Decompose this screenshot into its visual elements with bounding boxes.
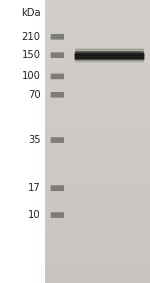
Bar: [75, 61, 144, 62]
Bar: [75, 54, 144, 55]
Bar: [75, 60, 144, 61]
FancyBboxPatch shape: [51, 137, 64, 143]
Bar: [75, 57, 144, 58]
Text: 35: 35: [28, 135, 40, 145]
Bar: [75, 52, 144, 53]
Bar: [75, 53, 144, 54]
Bar: [75, 56, 144, 57]
Text: 210: 210: [21, 32, 40, 42]
Bar: [75, 55, 144, 56]
Text: 100: 100: [22, 71, 40, 82]
Bar: [75, 48, 144, 49]
FancyBboxPatch shape: [76, 51, 141, 54]
Bar: [75, 52, 144, 53]
Bar: [75, 50, 144, 51]
Text: kDa: kDa: [21, 8, 40, 18]
FancyBboxPatch shape: [75, 53, 144, 60]
Bar: [75, 59, 144, 60]
Text: 17: 17: [28, 183, 40, 193]
FancyBboxPatch shape: [51, 34, 64, 40]
Bar: [75, 51, 144, 52]
Bar: [75, 62, 144, 63]
Bar: [75, 53, 144, 54]
Bar: [75, 49, 144, 50]
Bar: [75, 62, 144, 63]
FancyBboxPatch shape: [51, 185, 64, 191]
Bar: [75, 58, 144, 59]
Bar: [75, 54, 144, 55]
FancyBboxPatch shape: [51, 212, 64, 218]
Text: 150: 150: [21, 50, 40, 60]
FancyBboxPatch shape: [51, 52, 64, 58]
FancyBboxPatch shape: [51, 92, 64, 98]
FancyBboxPatch shape: [51, 74, 64, 79]
Bar: [75, 61, 144, 62]
Bar: [75, 55, 144, 56]
Text: 10: 10: [28, 210, 40, 220]
Text: 70: 70: [28, 90, 40, 100]
Bar: [75, 51, 144, 52]
Bar: [75, 60, 144, 61]
